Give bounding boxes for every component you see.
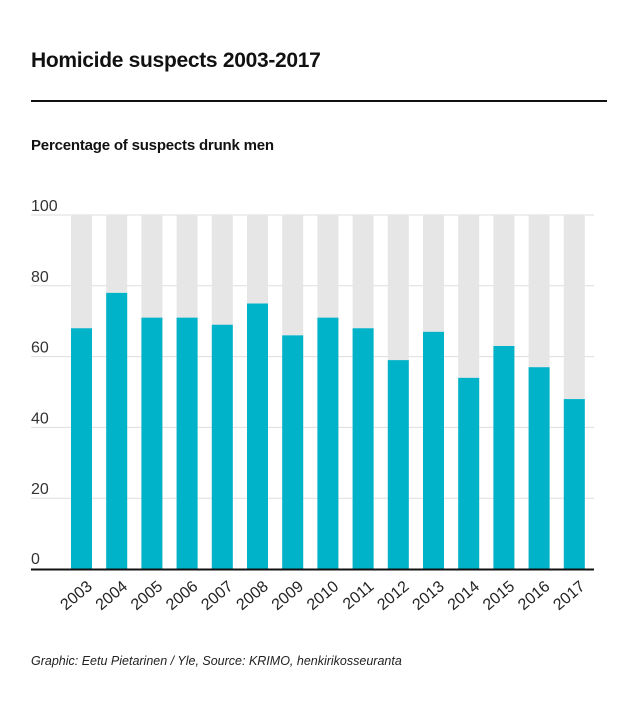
x-tick-label: 2003 <box>58 578 96 614</box>
y-tick-label: 20 <box>31 481 49 498</box>
bar-2005 <box>141 318 162 569</box>
y-tick-label: 80 <box>31 269 49 286</box>
bar-2006 <box>177 318 198 569</box>
bar-2010 <box>317 318 338 569</box>
x-tick-label: 2004 <box>93 578 131 614</box>
x-tick-labels: 2003200420052006200720082009201020112012… <box>58 578 589 614</box>
y-tick-labels: 0 20 40 60 80 100 <box>31 198 58 568</box>
bar-2008 <box>247 304 268 570</box>
y-tick-label: 0 <box>31 551 40 568</box>
bar-2003 <box>71 328 92 569</box>
x-tick-label: 2017 <box>550 578 588 614</box>
x-tick-label: 2009 <box>269 578 307 614</box>
bar-2007 <box>212 325 233 569</box>
x-tick-label: 2013 <box>410 578 448 614</box>
x-tick-label: 2016 <box>515 578 553 614</box>
bar-2009 <box>282 335 303 569</box>
bar-2013 <box>423 332 444 569</box>
bar-2012 <box>388 360 409 569</box>
x-tick-label: 2011 <box>340 578 377 613</box>
y-tick-label: 40 <box>31 410 49 427</box>
bar-2016 <box>529 367 550 569</box>
bar-2015 <box>493 346 514 569</box>
y-tick-label: 60 <box>31 340 49 357</box>
x-tick-label: 2006 <box>163 578 201 614</box>
x-tick-label: 2005 <box>128 578 166 614</box>
bar-2011 <box>353 328 374 569</box>
x-tick-label: 2010 <box>304 578 342 614</box>
bar-2014 <box>458 378 479 569</box>
bar-2017 <box>564 399 585 569</box>
x-tick-label: 2014 <box>445 578 483 614</box>
source-note: Graphic: Eetu Pietarinen / Yle, Source: … <box>31 654 402 668</box>
y-tick-label: 100 <box>31 198 58 215</box>
bar-2004 <box>106 293 127 569</box>
x-tick-label: 2012 <box>374 578 412 614</box>
x-tick-label: 2007 <box>198 578 236 614</box>
x-tick-label: 2015 <box>480 578 518 614</box>
x-tick-label: 2008 <box>234 578 272 614</box>
